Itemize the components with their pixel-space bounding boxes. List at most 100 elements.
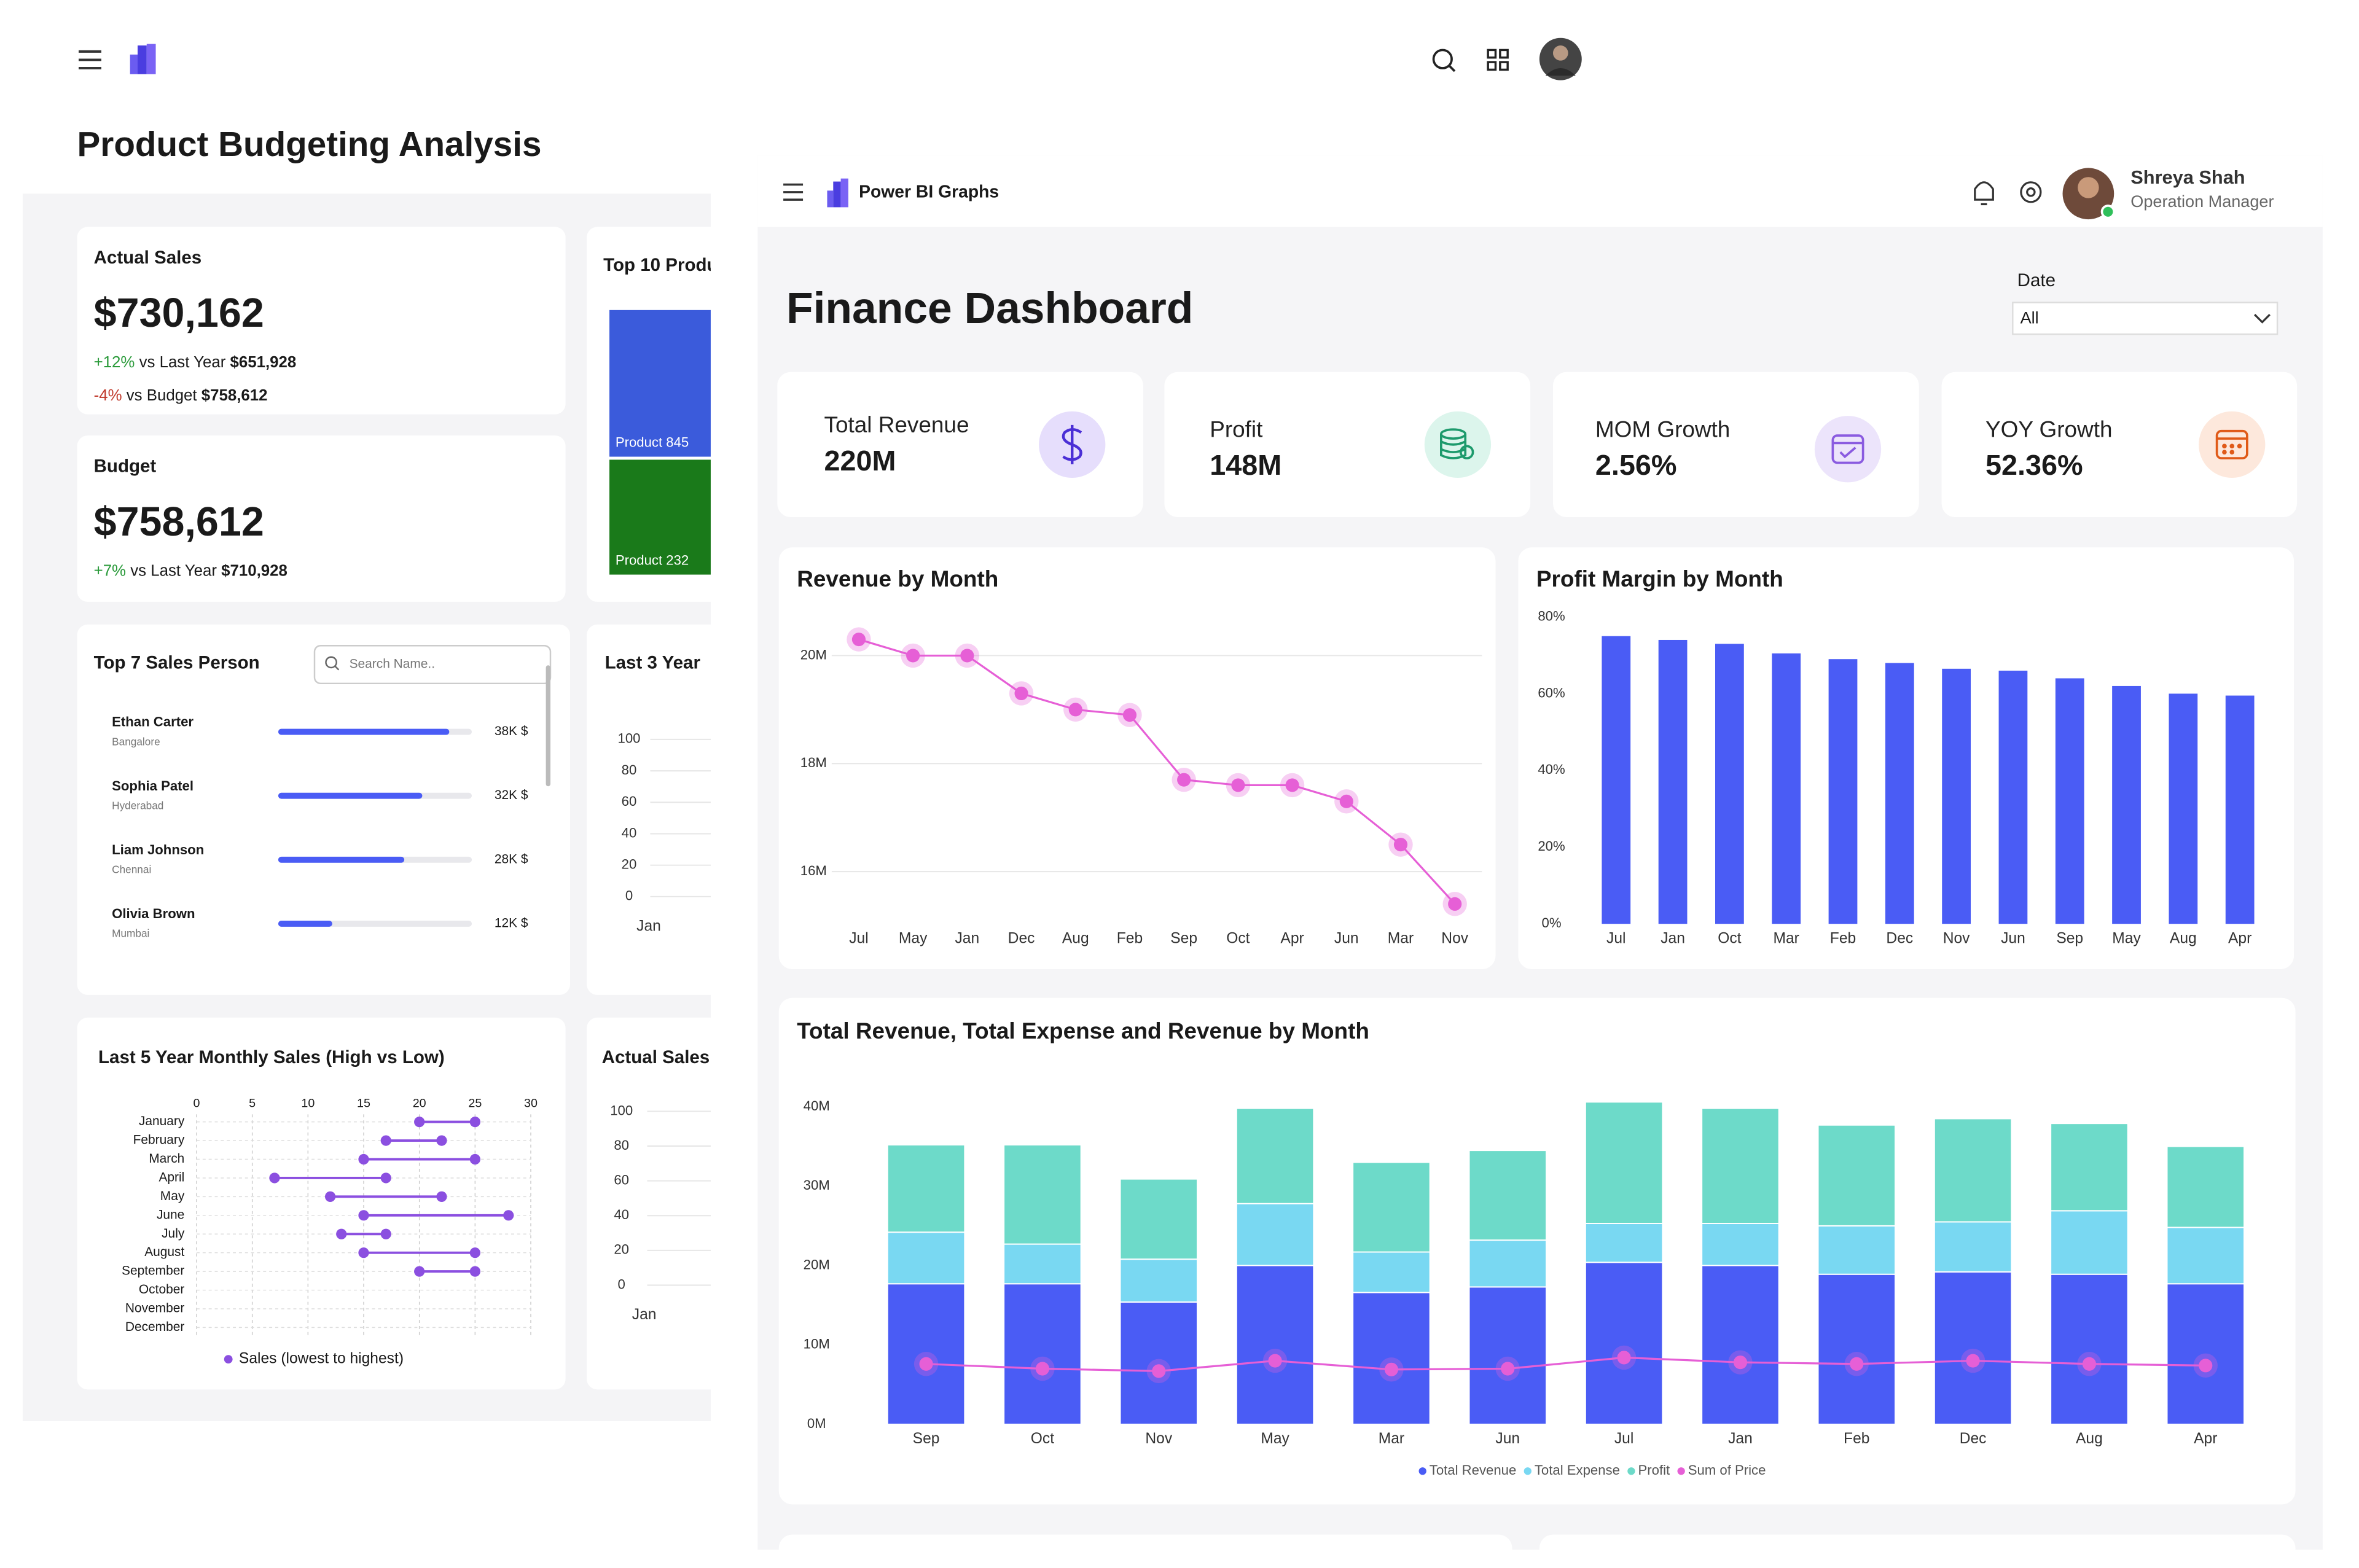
person-location: Chennai [112, 864, 151, 876]
tile-label: Product 845 [616, 434, 689, 450]
data-label: 12K $ [495, 916, 528, 930]
bar-segment [886, 1231, 966, 1285]
avatar[interactable] [2062, 168, 2116, 220]
ref: $710,928 [221, 562, 288, 579]
y-tick-label: 18M [800, 755, 827, 770]
x-tick-label: Sep [913, 1430, 940, 1447]
kpi-icon [1424, 411, 1492, 478]
point [1617, 1351, 1631, 1365]
scrollbar[interactable] [546, 665, 550, 787]
y-tick-label: 80 [622, 762, 637, 778]
x-tick-label: 30 [524, 1096, 538, 1110]
point [1448, 897, 1462, 911]
card-label: Actual Sales [94, 248, 202, 268]
y-tick-label: 100 [618, 731, 641, 746]
kpi-label: Profit [1210, 416, 1262, 442]
user-name: Shreya Shah [2130, 166, 2245, 188]
chevron [2254, 314, 2271, 324]
search-placeholder: Search Name.. [350, 657, 435, 671]
x-tick-label: Jun [1334, 930, 1359, 946]
point [1501, 1362, 1515, 1376]
data-label: 32K $ [495, 788, 528, 802]
y-tick-label: 16M [800, 863, 827, 878]
x-tick-label: 0 [194, 1096, 200, 1110]
settings-icon[interactable] [2020, 181, 2042, 203]
point [906, 649, 920, 663]
bar-segment [2166, 1145, 2245, 1228]
legend-marker [1418, 1467, 1426, 1475]
bar [1942, 668, 1971, 924]
bar [2225, 695, 2255, 924]
bell-icon[interactable] [1974, 181, 1994, 206]
kpi-icon [1039, 411, 1106, 478]
search-icon[interactable] [1432, 49, 1456, 72]
treemap-tile[interactable] [609, 310, 730, 457]
x-tick-label: Feb [1844, 1430, 1869, 1447]
bar [1602, 636, 1631, 924]
kpi-icon [2199, 411, 2266, 478]
kpi-card [1164, 372, 1531, 518]
high-point [469, 1153, 480, 1165]
dropdown-value: All [2021, 308, 2039, 327]
bar [2169, 693, 2198, 924]
ref: $651,928 [230, 354, 296, 371]
bar-segment [1119, 1301, 1199, 1425]
legend-label: Sum of Price [1688, 1462, 1766, 1478]
y-tick-label: 0 [618, 1276, 625, 1292]
x-tick-label: Jul [1614, 1430, 1633, 1447]
y-tick-label: 40 [614, 1207, 629, 1222]
bar [1658, 639, 1688, 924]
chart-title: Revenue by Month [797, 566, 998, 591]
high-point [380, 1228, 391, 1239]
apps-icon[interactable] [1487, 49, 1509, 71]
bar-segment [1933, 1221, 2013, 1273]
y-tick-label: 0 [625, 888, 633, 903]
chart-title: Profit Margin by Month [1536, 566, 1783, 591]
x-tick-label: Nov [1943, 930, 1970, 946]
treemap-tile[interactable] [609, 459, 730, 575]
avatar[interactable] [1539, 37, 1582, 80]
bar-segment [1584, 1223, 1664, 1263]
menu-icon[interactable] [783, 183, 804, 201]
point [1068, 703, 1082, 717]
search-box[interactable] [313, 645, 552, 685]
low-point [358, 1210, 369, 1221]
kpi-label: MOM Growth [1595, 416, 1730, 442]
y-tick-label: February [133, 1133, 185, 1147]
logo [827, 178, 848, 208]
dropdown[interactable] [2012, 302, 2279, 335]
y-tick-label: 80 [614, 1137, 629, 1153]
bar-segment [1003, 1144, 1082, 1245]
menu-icon[interactable] [79, 50, 101, 69]
x-tick-label: Apr [2194, 1430, 2217, 1447]
high-point [469, 1117, 480, 1128]
low-point [324, 1191, 336, 1203]
data-label: 38K $ [495, 724, 528, 738]
x-tick-label: May [2112, 930, 2141, 946]
kpi-card [1553, 372, 1919, 518]
kpi-value: 148M [1210, 449, 1281, 481]
x-tick-label: Mar [1379, 1430, 1404, 1447]
point [1339, 794, 1353, 808]
x-tick-label: Oct [1031, 1430, 1054, 1447]
y-tick-label: 0M [807, 1416, 826, 1431]
y-tick-label: May [160, 1189, 185, 1203]
bar [1828, 659, 1858, 924]
text: vs Last Year [130, 562, 217, 579]
x-tick-label: Nov [1441, 930, 1468, 946]
bar [278, 856, 405, 863]
x-tick-label: Mar [1773, 930, 1799, 946]
line [926, 1356, 2206, 1372]
kpi-value: 52.36% [1985, 449, 2083, 481]
bar [1998, 670, 2028, 924]
y-tick-label: 0% [1542, 915, 1562, 930]
bar [1772, 653, 1801, 924]
high-point [436, 1135, 447, 1146]
high-point [436, 1191, 447, 1203]
y-tick-label: 40% [1538, 762, 1565, 777]
card-value: $758,612 [94, 499, 264, 545]
x-tick-label: Dec [1886, 930, 1913, 946]
bar-segment [1468, 1239, 1547, 1288]
high-point [503, 1210, 514, 1221]
card [77, 227, 566, 415]
